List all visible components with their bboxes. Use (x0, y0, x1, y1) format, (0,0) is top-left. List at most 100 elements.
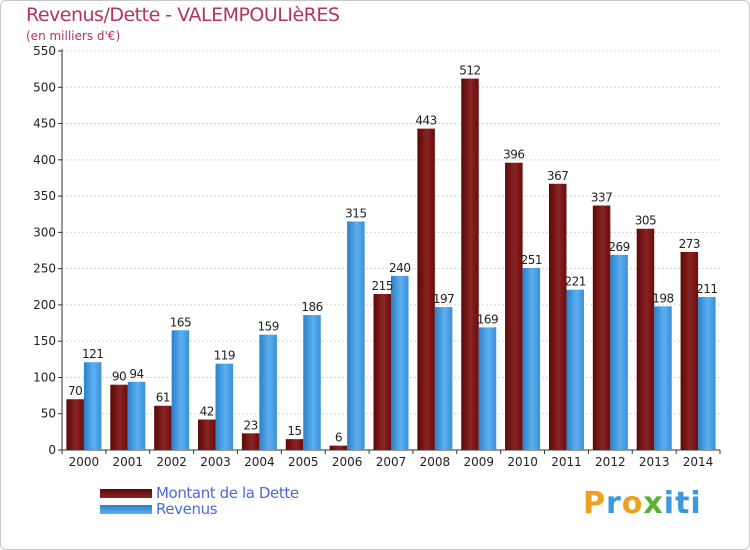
bar-dette (110, 384, 128, 450)
logo-letter: P (583, 486, 606, 521)
data-label-revenus: 315 (345, 206, 366, 220)
data-label-dette: 337 (591, 191, 612, 205)
bar-dette (636, 228, 655, 450)
legend-swatch-dette (100, 489, 152, 498)
bar-dette (329, 445, 348, 450)
x-tick-label: 2011 (551, 455, 582, 469)
x-tick-label: 2000 (69, 455, 100, 469)
bar-revenus (391, 275, 409, 450)
data-label-dette: 215 (372, 279, 393, 293)
logo-letter: r (606, 486, 622, 521)
bar-revenus (171, 330, 190, 450)
y-tick-label: 250 (33, 262, 56, 276)
bar-dette (241, 433, 260, 450)
x-tick-label: 2008 (420, 455, 451, 469)
data-label-revenus: 211 (696, 282, 717, 296)
y-tick-label: 550 (33, 44, 56, 58)
y-tick-label: 50 (41, 407, 56, 421)
bar-revenus (127, 381, 146, 450)
data-label-revenus: 251 (521, 253, 542, 267)
data-label-dette: 23 (244, 418, 258, 432)
logo-letter: i (663, 486, 676, 521)
data-label-revenus: 94 (129, 367, 143, 381)
y-tick-label: 100 (33, 370, 56, 384)
bar-dette (461, 78, 479, 451)
x-tick-label: 2012 (595, 455, 626, 469)
x-tick-label: 2007 (376, 455, 407, 469)
data-label-revenus: 240 (389, 261, 410, 275)
y-tick-label: 350 (33, 189, 56, 203)
bar-dette (198, 419, 216, 450)
bar-revenus (566, 289, 584, 450)
x-tick-label: 2001 (113, 455, 144, 469)
proxiti-logo: Proxiti (583, 486, 702, 521)
data-label-dette: 90 (112, 370, 126, 384)
bar-dette (154, 405, 172, 450)
data-label-dette: 61 (156, 391, 170, 405)
x-tick-label: 2003 (200, 455, 231, 469)
x-tick-label: 2009 (463, 455, 494, 469)
bar-revenus (698, 296, 716, 450)
data-label-revenus: 197 (433, 292, 454, 306)
bar-dette (285, 439, 304, 450)
bar-dette (680, 251, 699, 450)
bar-dette (592, 205, 611, 450)
data-label-revenus: 269 (608, 240, 629, 254)
bar-dette (505, 162, 523, 450)
logo-letter: x (643, 486, 664, 521)
logo-letter: i (690, 486, 702, 521)
x-tick-label: 2006 (332, 455, 363, 469)
bar-revenus (434, 307, 453, 450)
chart-title: Revenus/Dette - VALEMPOULIèRES (26, 4, 340, 26)
chart-subtitle: (en milliers d'€) (26, 29, 121, 43)
data-label-dette: 367 (547, 169, 568, 183)
data-label-revenus: 119 (214, 349, 235, 363)
bar-revenus (654, 306, 672, 450)
data-label-dette: 6 (335, 431, 342, 445)
data-label-revenus: 169 (477, 312, 498, 326)
bar-revenus (83, 362, 102, 450)
bar-revenus (522, 267, 541, 450)
bar-dette (66, 399, 84, 450)
data-label-dette: 15 (287, 424, 301, 438)
legend-label-revenus: Revenus (156, 500, 218, 518)
logo-letter: t (675, 486, 691, 521)
bar-revenus (610, 254, 628, 450)
x-tick-label: 2010 (507, 455, 538, 469)
logo-letter: o (621, 486, 644, 521)
data-label-revenus: 186 (301, 300, 322, 314)
data-label-dette: 443 (415, 114, 436, 128)
bar-revenus (259, 334, 277, 450)
bar-revenus (478, 327, 497, 450)
y-tick-label: 300 (33, 225, 56, 239)
bar-revenus (303, 315, 321, 450)
y-tick-label: 450 (33, 117, 56, 131)
x-tick-label: 2005 (288, 455, 319, 469)
bar-dette (417, 128, 435, 450)
y-tick-label: 0 (48, 443, 56, 457)
y-tick-label: 400 (33, 153, 56, 167)
y-tick-label: 150 (33, 334, 56, 348)
y-tick-label: 200 (33, 298, 56, 312)
x-tick-label: 2004 (244, 455, 275, 469)
legend-label-dette: Montant de la Dette (156, 484, 299, 502)
x-tick-label: 2014 (683, 455, 714, 469)
data-label-revenus: 221 (565, 275, 586, 289)
data-label-revenus: 121 (82, 347, 103, 361)
x-tick-label: 2002 (156, 455, 187, 469)
data-label-revenus: 198 (652, 291, 673, 305)
data-label-dette: 512 (459, 64, 480, 78)
x-tick-label: 2013 (639, 455, 670, 469)
data-label-revenus: 159 (257, 320, 278, 334)
data-label-dette: 42 (200, 405, 214, 419)
data-label-dette: 70 (68, 384, 82, 398)
bar-revenus (347, 221, 365, 450)
bar-dette (373, 294, 391, 450)
legend-swatch-revenus (100, 505, 152, 514)
data-label-dette: 305 (635, 214, 656, 228)
y-tick-label: 500 (33, 80, 56, 94)
bar-dette (548, 183, 567, 450)
bar-revenus (215, 363, 234, 450)
data-label-revenus: 165 (170, 315, 191, 329)
